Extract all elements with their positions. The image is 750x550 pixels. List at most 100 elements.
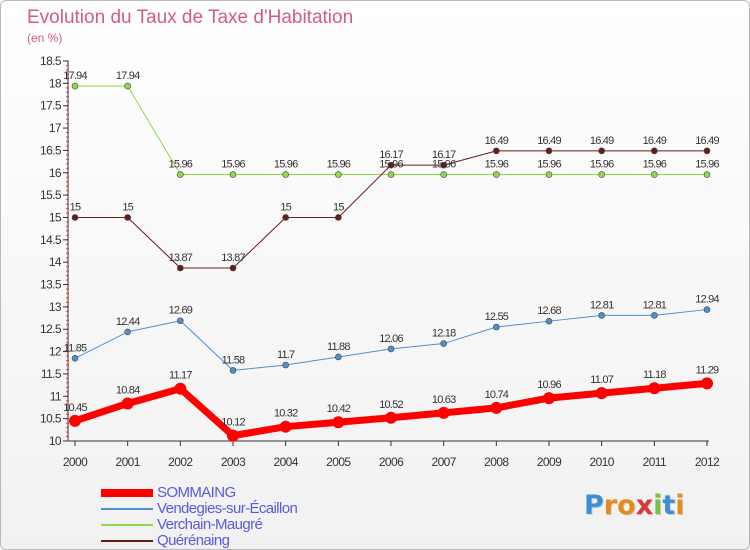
data-point — [703, 171, 711, 178]
y-tick-label: 18 — [49, 76, 62, 90]
legend-label: Verchain-Maugré — [157, 516, 263, 533]
data-label: 15.96 — [327, 159, 351, 171]
data-point — [177, 264, 184, 272]
data-label: 17.94 — [63, 70, 87, 82]
data-point — [598, 312, 605, 319]
data-point — [177, 171, 184, 178]
data-point — [440, 340, 447, 347]
data-point — [335, 353, 342, 361]
y-tick-label: 10 — [49, 434, 62, 448]
data-point — [543, 392, 555, 405]
data-point — [651, 171, 658, 178]
y-tick-label: 13.5 — [40, 278, 62, 292]
data-point — [227, 429, 239, 442]
data-label: 15.96 — [695, 159, 719, 171]
data-point — [437, 406, 450, 419]
data-label: 11.88 — [327, 341, 350, 353]
data-label: 15.96 — [221, 159, 245, 171]
y-tick-label: 15.5 — [40, 188, 62, 202]
data-label: 11.07 — [590, 374, 613, 386]
data-label: 10.52 — [379, 399, 403, 411]
y-tick-label: 12.5 — [40, 322, 62, 336]
x-tick-label: 2005 — [326, 455, 351, 469]
x-tick-label: 2004 — [274, 455, 299, 469]
legend-swatch — [101, 508, 153, 510]
y-tick-label: 11.5 — [41, 367, 62, 381]
data-label: 16.49 — [643, 135, 667, 147]
data-point — [545, 171, 553, 178]
x-tick-label: 2009 — [537, 455, 562, 469]
data-label: 13.87 — [221, 252, 245, 264]
legend-label: SOMMAING — [157, 484, 236, 501]
data-label: 16.49 — [485, 135, 509, 147]
x-tick-label: 2003 — [221, 455, 246, 469]
logo-letter: r — [603, 490, 618, 521]
logo-letter: x — [635, 490, 654, 521]
y-tick-label: 11 — [50, 389, 62, 403]
data-point — [440, 161, 447, 169]
logo-letter: i — [675, 490, 685, 521]
logo-letter: P — [584, 490, 604, 521]
data-point — [335, 171, 342, 178]
data-label: 15.96 — [537, 159, 561, 171]
y-tick-label: 13 — [49, 300, 62, 314]
x-tick-label: 2000 — [63, 455, 88, 469]
x-tick-label: 2012 — [695, 455, 720, 469]
data-label: 15 — [122, 201, 133, 213]
x-tick-label: 2001 — [116, 455, 141, 469]
x-tick-label: 2006 — [379, 455, 404, 469]
data-label: 10.84 — [116, 384, 140, 396]
data-label: 16.49 — [590, 135, 614, 147]
proxiti-logo: Proxiti — [584, 490, 685, 521]
data-point — [387, 161, 395, 169]
legend-label: Vendegies-sur-Écaillon — [157, 500, 298, 517]
data-label: 11.18 — [643, 369, 666, 381]
data-point — [387, 345, 395, 353]
data-label: 12.44 — [116, 316, 140, 328]
data-label: 15 — [333, 201, 344, 213]
data-label: 11.85 — [64, 342, 87, 354]
data-point — [332, 416, 345, 429]
data-label: 10.32 — [274, 408, 298, 420]
data-label: 12.69 — [169, 305, 193, 317]
data-point — [598, 147, 605, 155]
data-point — [229, 171, 237, 178]
data-label: 11.17 — [169, 370, 192, 382]
data-point — [71, 354, 79, 362]
data-label: 10.42 — [327, 403, 351, 415]
data-point — [545, 317, 553, 325]
y-tick-label: 16.5 — [40, 143, 62, 157]
data-point — [69, 414, 81, 427]
logo-letter: o — [617, 490, 636, 521]
data-point — [385, 411, 397, 424]
chart-subtitle: (en %) — [27, 31, 63, 45]
data-label: 10.96 — [537, 379, 561, 391]
data-label: 16.49 — [537, 135, 561, 147]
data-label: 12.81 — [590, 299, 614, 311]
data-point — [598, 171, 605, 178]
data-point — [703, 147, 711, 155]
data-point — [282, 361, 289, 369]
data-label: 16.17 — [379, 149, 403, 161]
data-point — [493, 323, 500, 331]
x-tick-label: 2007 — [432, 455, 457, 469]
legend-label: Quérénaing — [157, 532, 230, 549]
x-tick-label: 2011 — [643, 455, 667, 469]
data-label: 10.74 — [485, 389, 509, 401]
y-tick-label: 14.5 — [40, 233, 62, 247]
y-tick-label: 10.5 — [40, 412, 62, 426]
data-label: 11.58 — [222, 354, 245, 366]
legend-swatch — [101, 524, 153, 526]
y-tick-label: 15 — [49, 210, 62, 224]
data-point — [545, 147, 553, 155]
data-point — [651, 147, 658, 155]
data-point — [174, 382, 187, 395]
data-point — [648, 382, 661, 395]
data-label: 12.68 — [537, 305, 561, 317]
data-label: 12.18 — [432, 328, 456, 340]
y-tick-label: 14 — [49, 255, 62, 269]
data-label: 15.96 — [590, 159, 614, 171]
data-label: 12.94 — [695, 294, 719, 306]
data-label: 15.96 — [274, 159, 298, 171]
